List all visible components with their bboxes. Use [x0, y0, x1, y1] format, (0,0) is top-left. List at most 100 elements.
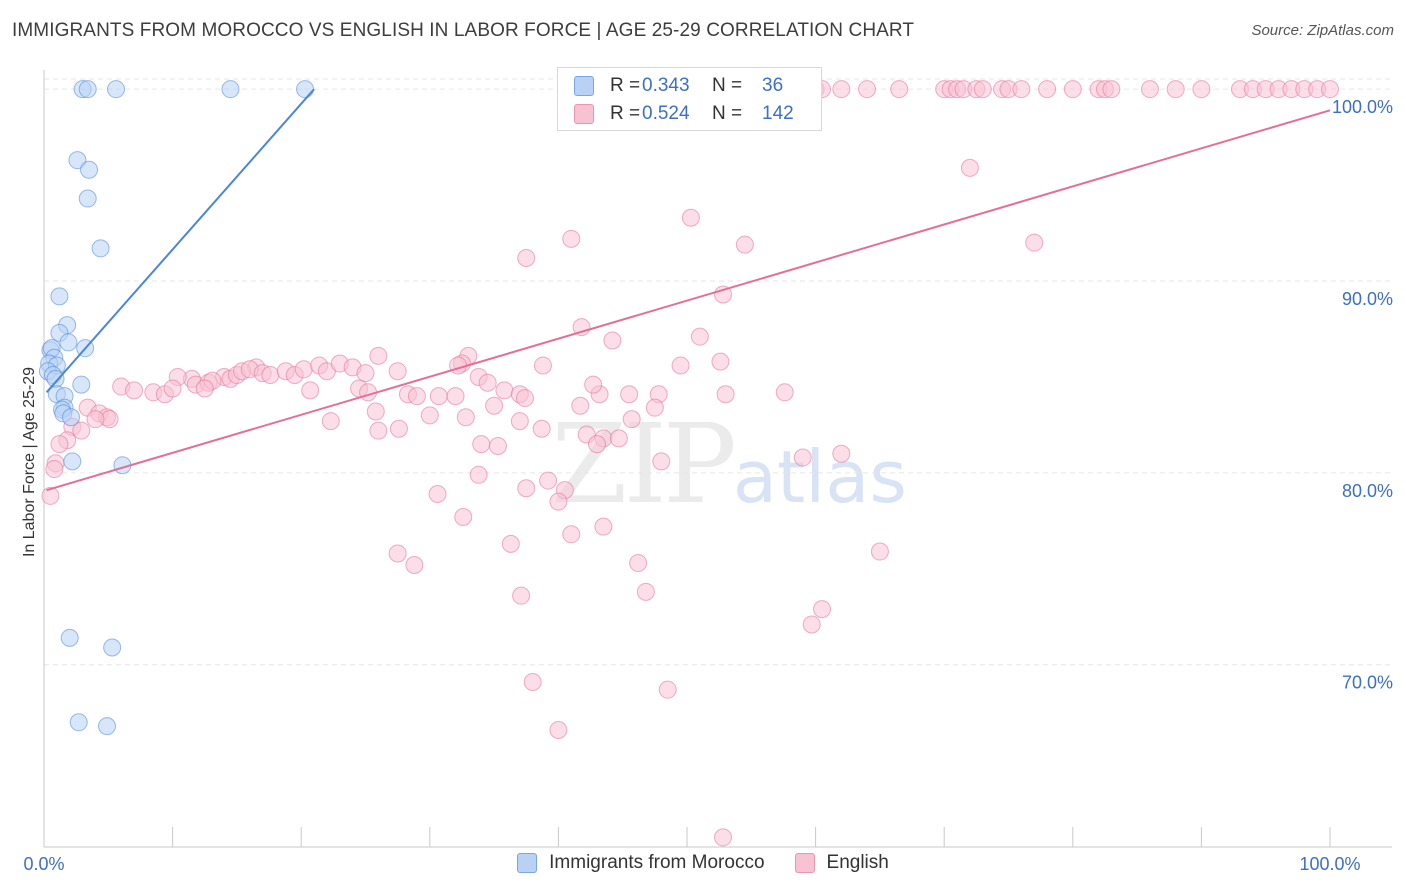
data-point: [523, 673, 542, 692]
trend-line: [45, 88, 315, 393]
watermark: ZIPatlas: [551, 400, 907, 528]
data-point: [62, 408, 81, 427]
legend-row-morocco: R = 0.343 N = 36: [558, 71, 783, 101]
chart-title: IMMIGRANTS FROM MOROCCO VS ENGLISH IN LA…: [12, 20, 915, 41]
legend-swatch-english: [794, 853, 815, 873]
legend-row-english: R = 0.524 N = 142: [558, 99, 794, 129]
data-point: [960, 158, 979, 177]
data-point: [517, 249, 536, 268]
watermark-atlas: atlas: [732, 435, 907, 519]
data-point: [549, 492, 568, 511]
data-point: [584, 375, 603, 394]
data-point: [714, 828, 733, 847]
legend-label-morocco: Immigrants from Morocco: [549, 852, 765, 873]
data-point: [163, 379, 182, 398]
legend-r-label: R =: [610, 75, 641, 96]
data-point: [456, 408, 475, 427]
legend-item-english[interactable]: English: [794, 852, 889, 874]
data-point: [454, 508, 473, 527]
data-point: [533, 356, 552, 375]
data-point: [485, 396, 504, 415]
data-point: [501, 534, 520, 553]
data-point: [609, 429, 628, 448]
legend-swatch-english: [574, 104, 594, 124]
data-point: [428, 484, 447, 503]
data-point: [594, 517, 613, 536]
data-point: [735, 235, 754, 254]
data-point: [472, 435, 491, 454]
data-point: [658, 680, 677, 699]
data-point: [775, 383, 794, 402]
legend-swatch-morocco: [517, 853, 538, 873]
legend-n-label: N =: [712, 75, 743, 96]
data-point: [858, 80, 877, 99]
data-point: [366, 402, 385, 421]
data-point: [1063, 80, 1082, 99]
data-point: [103, 638, 122, 657]
data-point: [1166, 80, 1185, 99]
x-tick-label: 100.0%: [1299, 854, 1360, 874]
data-point: [86, 410, 105, 429]
data-point: [539, 471, 558, 490]
data-point: [301, 381, 320, 400]
data-point: [356, 364, 375, 383]
data-point: [369, 421, 388, 440]
data-point: [405, 555, 424, 574]
data-point: [515, 389, 534, 408]
data-point: [91, 239, 110, 258]
data-point: [478, 373, 497, 392]
data-point: [388, 544, 407, 563]
data-point: [420, 406, 439, 425]
data-point: [63, 452, 82, 471]
data-point: [107, 80, 126, 99]
legend-n-value: 142: [762, 103, 794, 124]
data-point: [1102, 80, 1121, 99]
trend-line: [46, 109, 1331, 492]
data-point: [1038, 80, 1057, 99]
data-point: [261, 366, 280, 385]
source-credit: Source: ZipAtlas.com: [1251, 22, 1394, 39]
data-point: [1192, 80, 1211, 99]
data-point: [50, 287, 69, 306]
data-point: [50, 435, 69, 454]
legend-n-label: N =: [712, 103, 743, 124]
data-point: [69, 713, 88, 732]
data-point: [407, 387, 426, 406]
data-point: [532, 419, 551, 438]
data-point: [620, 385, 639, 404]
data-point: [973, 80, 992, 99]
data-point: [629, 554, 648, 573]
data-point: [813, 600, 832, 619]
data-point: [1025, 233, 1044, 252]
data-point: [41, 486, 60, 505]
data-point: [429, 387, 448, 406]
data-point: [512, 586, 531, 605]
data-point: [195, 379, 214, 398]
stats-legend: R = 0.343 N = 36 R = 0.524 N = 142: [557, 67, 822, 131]
data-point: [78, 189, 97, 208]
data-point: [296, 80, 315, 99]
data-point: [72, 375, 91, 394]
data-point: [46, 369, 65, 388]
data-point: [802, 615, 821, 634]
data-point: [549, 720, 568, 739]
data-point: [587, 435, 606, 454]
data-point: [562, 229, 581, 248]
data-point: [72, 421, 91, 440]
data-point: [645, 398, 664, 417]
data-point: [45, 460, 64, 479]
data-point: [469, 465, 488, 484]
data-point: [832, 80, 851, 99]
data-point: [652, 452, 671, 471]
data-point: [321, 412, 340, 431]
data-point: [890, 80, 909, 99]
data-point: [80, 160, 99, 179]
watermark-zip: ZIP: [551, 400, 737, 528]
legend-item-morocco[interactable]: Immigrants from Morocco: [517, 852, 765, 874]
data-point: [389, 419, 408, 438]
data-point: [488, 437, 507, 456]
data-point: [711, 352, 730, 371]
legend-label-english: English: [826, 852, 889, 873]
data-point: [603, 331, 622, 350]
